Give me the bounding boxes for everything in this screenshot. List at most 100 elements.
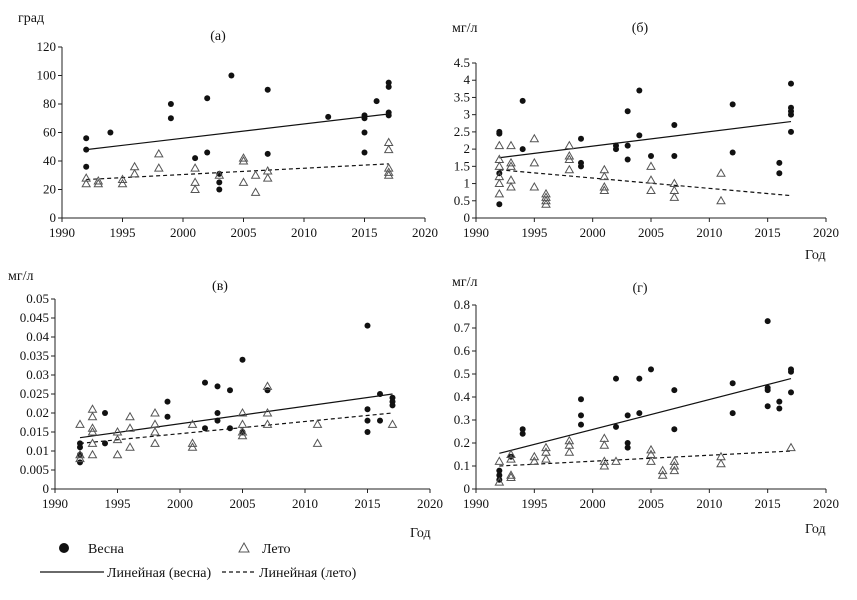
- panel-2: 0 0.5 1 1.5 2 2.5 3 3.5 4 4.5 1990 1995 2000 2005 2010…: [452, 21, 839, 263]
- data-point-spring: [729, 380, 736, 387]
- x-tick-label: 1995: [110, 225, 136, 240]
- x-axis-label: Год: [410, 526, 431, 541]
- x-tick-label: 2005: [638, 225, 664, 240]
- data-point-spring: [389, 402, 396, 409]
- data-point-spring: [364, 417, 371, 424]
- data-point-summer: [529, 133, 540, 143]
- trend-line-spring: [499, 378, 792, 454]
- data-point-summer: [129, 161, 140, 171]
- data-point-summer: [564, 154, 575, 163]
- y-tick-label: 100: [37, 68, 57, 83]
- legend-summer-label: Лето: [262, 542, 291, 557]
- data-point-spring: [578, 421, 584, 428]
- trend-line-spring: [79, 393, 393, 439]
- data-point-summer: [87, 426, 98, 436]
- data-point-summer: [494, 477, 505, 486]
- data-point-spring: [648, 366, 654, 373]
- data-point-summer: [716, 195, 726, 205]
- x-axis-label: Год: [805, 248, 826, 263]
- data-point-spring: [578, 163, 584, 170]
- data-point-summer: [238, 153, 249, 162]
- data-point-spring: [361, 149, 368, 156]
- legend-trend-spring-label: Линейная (весна): [107, 566, 212, 581]
- data-point-spring: [83, 135, 90, 142]
- data-point-spring: [729, 410, 736, 417]
- data-point-summer: [716, 168, 726, 177]
- data-point-spring: [204, 95, 211, 102]
- data-point-summer: [506, 140, 516, 150]
- data-point-summer: [238, 177, 249, 186]
- data-point-spring: [624, 444, 631, 451]
- y-tick-label: 0: [50, 210, 57, 225]
- y-tick-label: 0.5: [454, 193, 470, 208]
- y-tick-label: 80: [43, 96, 56, 111]
- data-point-spring: [216, 179, 223, 186]
- x-tick-label: 2015: [755, 225, 781, 240]
- data-point-spring: [764, 403, 771, 410]
- data-point-spring: [671, 426, 678, 433]
- data-point-summer: [564, 435, 575, 445]
- data-point-summer: [541, 195, 551, 205]
- data-point-spring: [788, 389, 794, 396]
- data-point-spring: [385, 79, 392, 86]
- x-tick-label: 2020: [412, 225, 438, 240]
- data-point-summer: [657, 465, 668, 475]
- legend-spring-marker: [59, 543, 69, 553]
- data-point-spring: [227, 425, 233, 432]
- data-point-summer: [262, 173, 273, 182]
- data-point-spring: [361, 115, 368, 122]
- data-point-summer: [81, 178, 92, 188]
- data-point-spring: [264, 86, 271, 93]
- y-tick-label: 0.05: [26, 291, 49, 306]
- data-point-summer: [75, 419, 85, 428]
- data-point-summer: [564, 140, 575, 150]
- x-tick-label: 2000: [580, 496, 606, 511]
- data-point-summer: [93, 175, 104, 185]
- data-point-summer: [150, 438, 160, 447]
- data-point-spring: [373, 98, 380, 105]
- y-tick-label: 2: [464, 141, 471, 156]
- data-point-summer: [262, 407, 273, 417]
- data-point-spring: [496, 467, 503, 474]
- data-point-summer: [214, 170, 225, 179]
- data-point-spring: [264, 387, 271, 394]
- data-point-summer: [262, 381, 273, 390]
- data-point-summer: [669, 192, 680, 201]
- y-tick-label: 0.4: [454, 389, 471, 404]
- data-point-spring: [788, 128, 794, 135]
- y-tick-label: 0.6: [454, 343, 471, 358]
- y-tick-label: 0.5: [454, 366, 470, 381]
- data-point-summer: [529, 181, 540, 191]
- y-tick-label: 0.04: [26, 329, 49, 344]
- data-point-spring: [264, 150, 271, 157]
- data-point-summer: [506, 449, 516, 458]
- data-point-summer: [599, 171, 610, 181]
- y-tick-label: 0.045: [20, 310, 49, 325]
- data-point-summer: [494, 161, 505, 170]
- data-point-summer: [250, 187, 261, 196]
- data-point-summer: [87, 423, 98, 432]
- data-point-summer: [383, 137, 394, 146]
- data-point-spring: [364, 406, 371, 413]
- data-point-summer: [150, 426, 160, 436]
- data-point-summer: [657, 470, 668, 479]
- y-tick-label: 0: [464, 210, 471, 225]
- data-point-spring: [624, 108, 631, 115]
- y-unit-label: мг/л: [452, 275, 477, 290]
- data-point-summer: [506, 161, 516, 170]
- data-point-spring: [202, 425, 208, 432]
- data-point-spring: [77, 444, 83, 451]
- data-point-spring: [167, 115, 174, 122]
- x-tick-label: 2005: [638, 496, 664, 511]
- y-tick-label: 0.1: [454, 458, 470, 473]
- data-point-spring: [729, 101, 736, 108]
- data-point-spring: [613, 375, 619, 382]
- y-tick-label: 3: [464, 107, 471, 122]
- data-point-spring: [624, 412, 631, 419]
- data-point-summer: [87, 438, 98, 447]
- data-point-summer: [187, 419, 198, 428]
- data-point-summer: [646, 161, 656, 170]
- x-tick-label: 2000: [167, 496, 193, 511]
- data-point-spring: [228, 72, 235, 79]
